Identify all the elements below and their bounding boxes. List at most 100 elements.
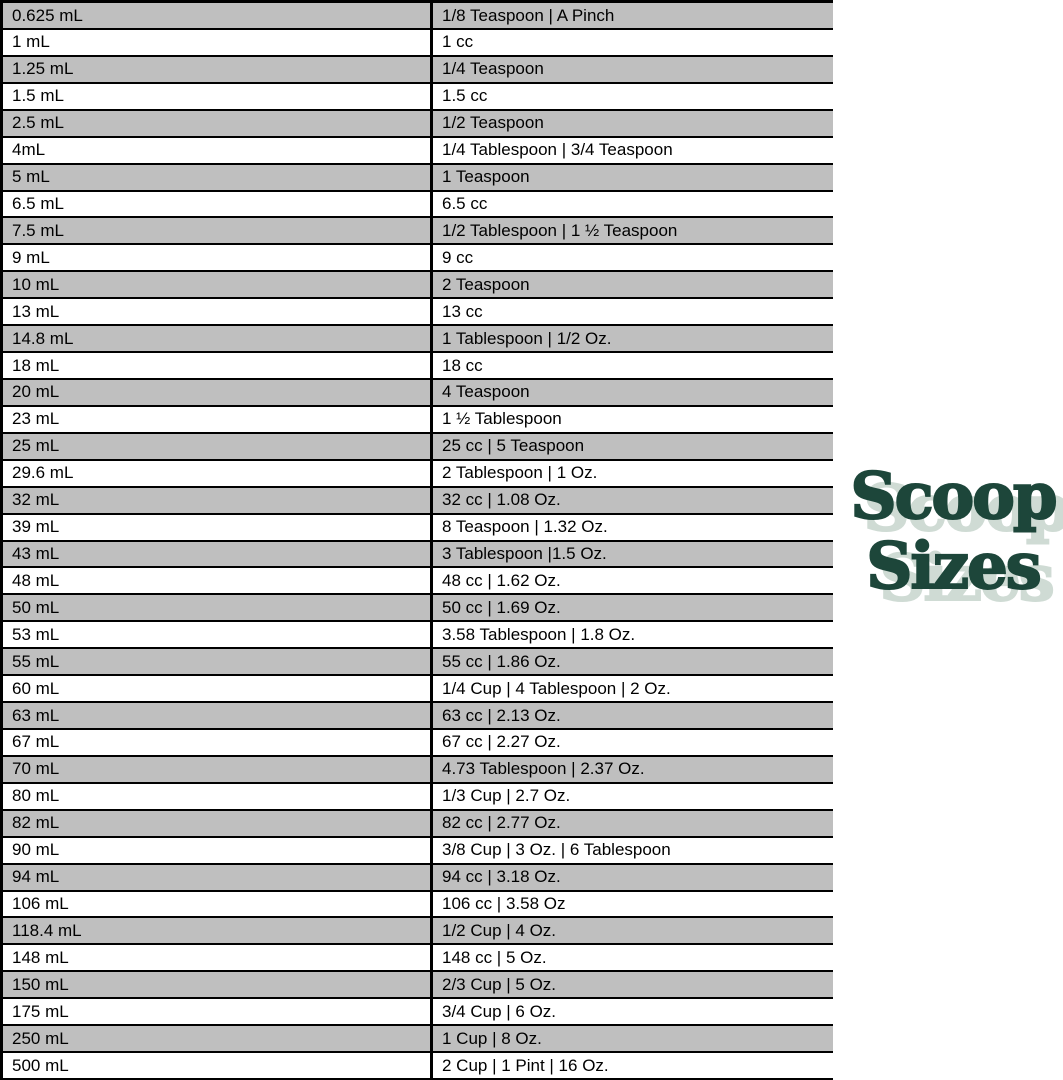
table-row: 55 mL 55 cc | 1.86 Oz.	[1, 647, 833, 677]
table-row: 148 mL 148 cc | 5 Oz.	[1, 943, 833, 973]
table-row: 4mL 1/4 Tablespoon | 3/4 Teaspoon	[1, 135, 833, 165]
table-row: 1 mL 1 cc	[1, 28, 833, 57]
table-row: 13 mL 13 cc	[1, 297, 833, 327]
ml-cell: 43 mL	[1, 539, 433, 569]
equivalent-cell: 13 cc	[431, 297, 833, 327]
equivalent-cell: 1/4 Cup | 4 Tablespoon | 2 Oz.	[431, 674, 833, 704]
table-row: 1.5 mL 1.5 cc	[1, 81, 833, 111]
equivalent-cell: 25 cc | 5 Teaspoon	[431, 431, 833, 461]
ml-cell: 53 mL	[1, 620, 433, 650]
ml-cell: 5 mL	[1, 162, 433, 192]
table-row: 67 mL 67 cc | 2.27 Oz.	[1, 728, 833, 757]
ml-cell: 94 mL	[1, 862, 433, 892]
equivalent-cell: 4.73 Tablespoon | 2.37 Oz.	[431, 754, 833, 784]
equivalent-cell: 2 Cup | 1 Pint | 16 Oz.	[431, 1051, 833, 1080]
equivalent-cell: 3.58 Tablespoon | 1.8 Oz.	[431, 620, 833, 650]
equivalent-cell: 106 cc | 3.58 Oz	[431, 889, 833, 919]
table-row: 9 mL 9 cc	[1, 243, 833, 273]
table-row: 500 mL 2 Cup | 1 Pint | 16 Oz.	[1, 1051, 833, 1080]
table-row: 32 mL 32 cc | 1.08 Oz.	[1, 485, 833, 515]
ml-cell: 10 mL	[1, 270, 433, 300]
equivalent-cell: 55 cc | 1.86 Oz.	[431, 647, 833, 677]
ml-cell: 32 mL	[1, 485, 433, 515]
equivalent-cell: 3 Tablespoon |1.5 Oz.	[431, 539, 833, 569]
ml-cell: 80 mL	[1, 781, 433, 811]
table-row: 82 mL 82 cc | 2.77 Oz.	[1, 808, 833, 838]
ml-cell: 106 mL	[1, 889, 433, 919]
scoop-sizes-logo: Scoop Sizes Scoop Sizes	[843, 459, 1063, 616]
equivalent-cell: 1 ½ Tablespoon	[431, 404, 833, 434]
equivalent-cell: 48 cc | 1.62 Oz.	[431, 566, 833, 596]
table-row: 14.8 mL 1 Tablespoon | 1/2 Oz.	[1, 324, 833, 354]
logo-line-2: Sizes	[865, 529, 1043, 604]
equivalent-cell: 2 Tablespoon | 1 Oz.	[431, 458, 833, 488]
table-row: 23 mL 1 ½ Tablespoon	[1, 404, 833, 434]
table-row: 250 mL 1 Cup | 8 Oz.	[1, 1024, 833, 1054]
ml-cell: 9 mL	[1, 243, 433, 273]
equivalent-cell: 1/2 Teaspoon	[431, 108, 833, 138]
equivalent-cell: 3/8 Cup | 3 Oz. | 6 Tablespoon	[431, 835, 833, 865]
ml-cell: 2.5 mL	[1, 108, 433, 138]
equivalent-cell: 1 Cup | 8 Oz.	[431, 1024, 833, 1054]
ml-cell: 63 mL	[1, 701, 433, 730]
equivalent-cell: 32 cc | 1.08 Oz.	[431, 485, 833, 515]
table-row: 94 mL 94 cc | 3.18 Oz.	[1, 862, 833, 892]
equivalent-cell: 1.5 cc	[431, 81, 833, 111]
table-row: 70 mL 4.73 Tablespoon | 2.37 Oz.	[1, 754, 833, 784]
table-row: 2.5 mL 1/2 Teaspoon	[1, 108, 833, 138]
table-row: 63 mL 63 cc | 2.13 Oz.	[1, 701, 833, 730]
conversion-table-body: 0.625 mL 1/8 Teaspoon | A Pinch 1 mL 1 cc 1.…	[1, 0, 833, 1080]
ml-cell: 18 mL	[1, 351, 433, 381]
equivalent-cell: 2/3 Cup | 5 Oz.	[431, 970, 833, 1000]
ml-cell: 55 mL	[1, 647, 433, 677]
logo-shadow-line-2: Sizes	[878, 541, 1056, 616]
table-row: 80 mL 1/3 Cup | 2.7 Oz.	[1, 781, 833, 811]
equivalent-cell: 82 cc | 2.77 Oz.	[431, 808, 833, 838]
table-row: 5 mL 1 Teaspoon	[1, 162, 833, 192]
ml-cell: 7.5 mL	[1, 216, 433, 246]
ml-cell: 20 mL	[1, 378, 433, 407]
table-row: 175 mL 3/4 Cup | 6 Oz.	[1, 997, 833, 1027]
ml-cell: 150 mL	[1, 970, 433, 1000]
table-row: 7.5 mL 1/2 Tablespoon | 1 ½ Teaspoon	[1, 216, 833, 246]
table-row: 20 mL 4 Teaspoon	[1, 378, 833, 407]
ml-cell: 118.4 mL	[1, 916, 433, 946]
ml-cell: 1 mL	[1, 28, 433, 57]
table-row: 150 mL 2/3 Cup | 5 Oz.	[1, 970, 833, 1000]
table-row: 48 mL 48 cc | 1.62 Oz.	[1, 566, 833, 596]
table-row: 18 mL 18 cc	[1, 351, 833, 381]
logo-shadow-line-1: Scoop	[862, 471, 1063, 546]
ml-cell: 0.625 mL	[1, 0, 433, 31]
equivalent-cell: 1 Tablespoon | 1/2 Oz.	[431, 324, 833, 354]
equivalent-cell: 148 cc | 5 Oz.	[431, 943, 833, 973]
ml-cell: 1.25 mL	[1, 54, 433, 84]
ml-cell: 39 mL	[1, 512, 433, 542]
equivalent-cell: 1 Teaspoon	[431, 162, 833, 192]
equivalent-cell: 1/4 Teaspoon	[431, 54, 833, 84]
ml-cell: 29.6 mL	[1, 458, 433, 488]
ml-cell: 175 mL	[1, 997, 433, 1027]
table-row: 118.4 mL 1/2 Cup | 4 Oz.	[1, 916, 833, 946]
equivalent-cell: 3/4 Cup | 6 Oz.	[431, 997, 833, 1027]
table-row: 25 mL 25 cc | 5 Teaspoon	[1, 431, 833, 461]
ml-cell: 67 mL	[1, 728, 433, 757]
ml-cell: 90 mL	[1, 835, 433, 865]
table-row: 6.5 mL 6.5 cc	[1, 189, 833, 219]
logo-shadow-text: Scoop Sizes	[856, 471, 1063, 616]
equivalent-cell: 8 Teaspoon | 1.32 Oz.	[431, 512, 833, 542]
ml-cell: 48 mL	[1, 566, 433, 596]
equivalent-cell: 1/4 Tablespoon | 3/4 Teaspoon	[431, 135, 833, 165]
equivalent-cell: 4 Teaspoon	[431, 378, 833, 407]
ml-cell: 70 mL	[1, 754, 433, 784]
logo-text: Scoop Sizes	[843, 459, 1063, 604]
equivalent-cell: 6.5 cc	[431, 189, 833, 219]
conversion-table: 0.625 mL 1/8 Teaspoon | A Pinch 1 mL 1 cc 1.…	[0, 0, 833, 1080]
equivalent-cell: 50 cc | 1.69 Oz.	[431, 593, 833, 623]
table-row: 53 mL 3.58 Tablespoon | 1.8 Oz.	[1, 620, 833, 650]
ml-cell: 25 mL	[1, 431, 433, 461]
ml-cell: 50 mL	[1, 593, 433, 623]
equivalent-cell: 67 cc | 2.27 Oz.	[431, 728, 833, 757]
logo-line-1: Scoop	[849, 459, 1058, 534]
equivalent-cell: 18 cc	[431, 351, 833, 381]
